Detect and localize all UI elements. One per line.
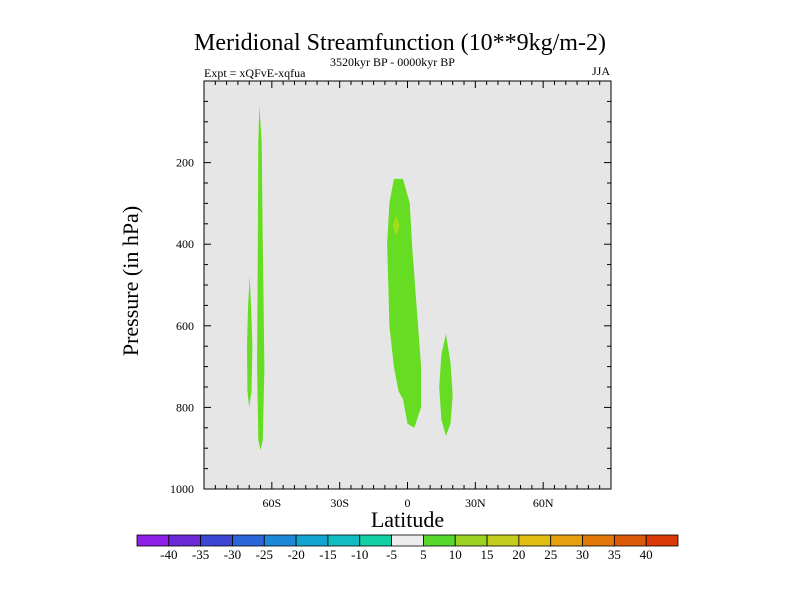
colorbar-box (327, 534, 361, 547)
contour-region-4 (439, 334, 453, 436)
contour-region-1 (257, 105, 265, 451)
colorbar-label: -30 (224, 547, 241, 562)
period-label: 3520kyr BP - 0000kyr BP (330, 55, 455, 69)
x-tick-label: 30S (330, 496, 349, 510)
colorbar-label: 35 (608, 547, 621, 562)
colorbar-label: 5 (420, 547, 427, 562)
colorbar-box (295, 534, 329, 547)
colorbar-label: -15 (319, 547, 336, 562)
colorbar-box (200, 534, 233, 547)
x-tick-label: 60N (533, 496, 554, 510)
colorbar-label: -35 (192, 547, 209, 562)
contour-region-5 (392, 215, 400, 236)
colorbar-label: 15 (481, 547, 494, 562)
y-tick-label: 1000 (170, 482, 194, 496)
colorbar-box (645, 534, 679, 547)
colorbar-label: 30 (576, 547, 589, 562)
colorbar-label: -25 (256, 547, 273, 562)
colorbar-label: -5 (386, 547, 397, 562)
chart-title: Meridional Streamfunction (10**9kg/m-2) (194, 30, 606, 56)
colorbar-label: 25 (544, 547, 557, 562)
colorbar-box (486, 534, 520, 547)
colorbar-box (263, 534, 297, 547)
y-tick-label: 200 (176, 156, 194, 170)
contour-region-3 (387, 178, 422, 428)
x-axis-title: Latitude (371, 507, 444, 532)
y-tick-label: 600 (176, 319, 194, 333)
x-tick-label: 30N (465, 496, 486, 510)
colorbar-box (518, 534, 552, 547)
x-tick-label: 60S (262, 496, 281, 510)
y-axis-title: Pressure (in hPa) (118, 206, 143, 356)
experiment-label: Expt = xQFvE-xqfua (204, 66, 306, 80)
colorbar-box (423, 534, 456, 547)
colorbar-box (454, 534, 488, 547)
colorbar-box (613, 534, 647, 547)
colorbar-label: 40 (640, 547, 653, 562)
colorbar-box (136, 534, 170, 547)
colorbar-label: -20 (287, 547, 304, 562)
contour-region-2 (247, 276, 253, 408)
y-tick-label: 400 (176, 237, 194, 251)
colorbar-label: -10 (351, 547, 368, 562)
colorbar-label: 10 (449, 547, 462, 562)
colorbar-label: -40 (160, 547, 177, 562)
colorbar-box (359, 534, 392, 547)
colorbar-box (582, 534, 615, 547)
x-tick-label: 0 (405, 496, 411, 510)
colorbar-box (391, 534, 424, 547)
colorbar-label: 20 (512, 547, 525, 562)
colorbar-box (550, 534, 583, 547)
y-tick-label: 800 (176, 400, 194, 414)
colorbar-box (232, 534, 265, 547)
colorbar-box (168, 534, 202, 547)
season-label: JJA (591, 64, 610, 78)
